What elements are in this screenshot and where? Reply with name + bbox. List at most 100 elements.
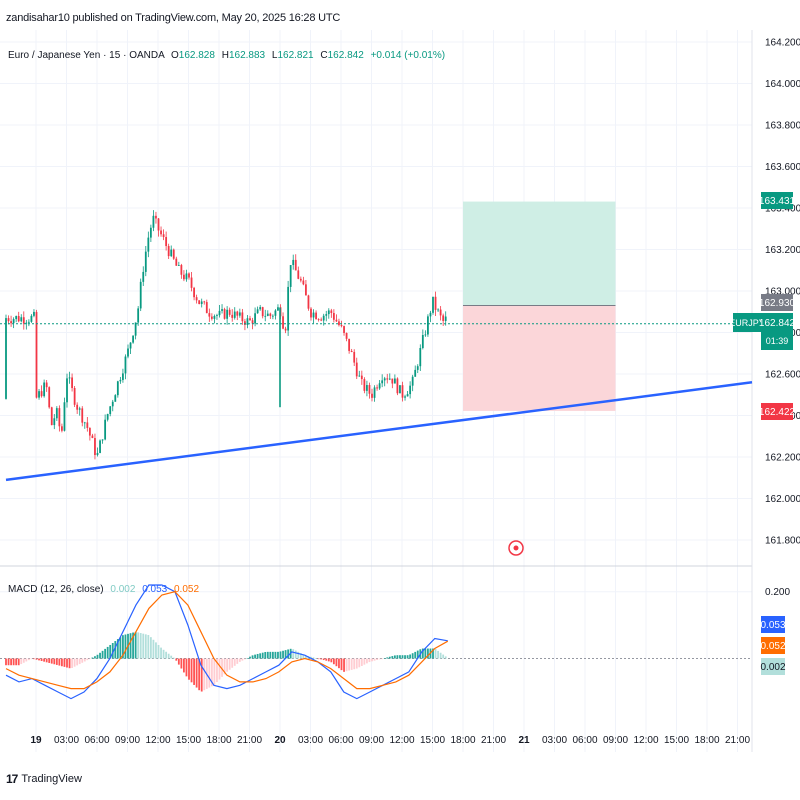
candle	[78, 406, 81, 416]
macd-hist-bar	[386, 657, 389, 659]
target-zone[interactable]	[463, 201, 616, 306]
time-tick-label: 03:00	[298, 735, 323, 746]
candle	[259, 304, 262, 311]
time-tick-label: 06:00	[84, 735, 109, 746]
macd-hist-bar	[340, 658, 343, 671]
macd-hist-bar	[439, 652, 442, 659]
macd-hist-bar	[401, 655, 404, 659]
macd-hist-bar	[406, 655, 409, 659]
macd-hist-bar	[228, 658, 231, 670]
macd-hist-bar	[414, 651, 417, 659]
candle	[358, 370, 361, 377]
price-tick-label: 162.600	[765, 370, 800, 381]
candle	[376, 384, 378, 391]
economic-event-marker[interactable]	[508, 540, 524, 556]
time-tick-label: 03:00	[542, 735, 567, 746]
macd-hist-bar	[83, 658, 86, 662]
candle	[264, 309, 267, 322]
macd-hist-bar	[22, 658, 25, 663]
candle	[137, 306, 140, 326]
candle	[73, 385, 76, 408]
time-tick-label: 06:00	[572, 735, 597, 746]
macd-hist-bar	[271, 651, 274, 659]
symbol-legend[interactable]: Euro / Japanese Yen · 15 · OANDA O162.82…	[8, 50, 445, 61]
candle	[223, 307, 226, 320]
candle	[350, 348, 353, 353]
macd-hist-bar	[134, 631, 137, 659]
candle	[310, 307, 312, 321]
candle	[277, 304, 279, 312]
macd-hist-bar	[86, 658, 89, 661]
candle	[193, 286, 195, 301]
candle	[7, 315, 10, 325]
candle	[106, 413, 109, 422]
tradingview-logo[interactable]: 17 TradingView	[6, 772, 82, 786]
candle	[30, 314, 33, 323]
macd-hist-bar	[353, 658, 356, 670]
candle	[152, 210, 155, 232]
macd-hist-bar	[297, 651, 300, 659]
trendline[interactable]	[5, 381, 753, 482]
macd-hist-bar	[244, 658, 246, 660]
candle	[282, 312, 284, 330]
macd-hist-bar	[299, 653, 302, 659]
stop-zone[interactable]	[463, 305, 616, 411]
macd-hist-bar	[315, 658, 317, 659]
candle	[381, 374, 384, 388]
candle	[188, 272, 190, 280]
long-position-tool[interactable]	[463, 201, 616, 411]
macd-hist-bar	[25, 658, 28, 662]
macd-hist-bar	[236, 658, 239, 664]
price-axis[interactable]: 164.200164.000163.800163.600163.400163.2…	[765, 38, 800, 547]
candle	[294, 254, 297, 271]
low-label: L	[272, 50, 278, 61]
candle	[38, 388, 40, 400]
candle	[43, 379, 46, 398]
price-tick-label: 164.000	[765, 79, 800, 90]
candle	[396, 377, 399, 396]
candle	[5, 314, 7, 400]
candle	[287, 280, 290, 336]
macd-legend[interactable]: MACD (12, 26, close) 0.002 0.053 0.052	[8, 584, 199, 595]
time-axis[interactable]: 19 03:00 06:00 09:00 12:00 15:00 18:00 21:00 20 0…	[30, 735, 750, 746]
last-price-badge: 162.842 01:39	[759, 313, 796, 350]
target-price-badge: 163.431	[759, 192, 796, 209]
macd-hist-bar	[55, 658, 58, 665]
macd-hist-bar	[221, 658, 223, 677]
candle	[406, 391, 409, 397]
macd-hist-bar	[223, 658, 226, 675]
macd-hist-bar	[294, 650, 297, 659]
macd-hist-bar	[155, 642, 157, 659]
macd-hist-bar	[45, 658, 48, 663]
candle	[40, 385, 43, 398]
macd-hist-bar	[7, 658, 10, 666]
macd-hist-bar	[132, 632, 134, 659]
candle	[424, 330, 427, 337]
candle	[366, 380, 368, 397]
candle	[195, 294, 198, 304]
macd-axis[interactable]: 0.200	[765, 587, 790, 598]
macd-hist-bar	[282, 650, 284, 659]
candle	[297, 266, 300, 280]
macd-hist-bar	[427, 648, 429, 659]
macd-hist-bar	[330, 658, 333, 663]
candle	[244, 318, 246, 331]
trendline-segment[interactable]	[5, 381, 753, 482]
macd-hist-bar	[264, 652, 267, 659]
macd-value-badge: 0.053	[760, 616, 786, 633]
macd-hist-bar	[144, 634, 147, 659]
time-tick-label: 15:00	[664, 735, 689, 746]
candle	[429, 310, 432, 323]
macd-hist-bar	[68, 658, 71, 669]
macd-hist-bar	[310, 656, 312, 659]
candle	[284, 326, 287, 334]
candle	[439, 306, 442, 321]
macd-hist-bar	[20, 658, 23, 665]
candle	[355, 357, 358, 380]
candle	[10, 315, 12, 327]
candle	[216, 313, 218, 320]
macd-hist-bar	[345, 658, 348, 672]
macd-hist-bar	[287, 649, 290, 659]
candle	[185, 269, 188, 282]
